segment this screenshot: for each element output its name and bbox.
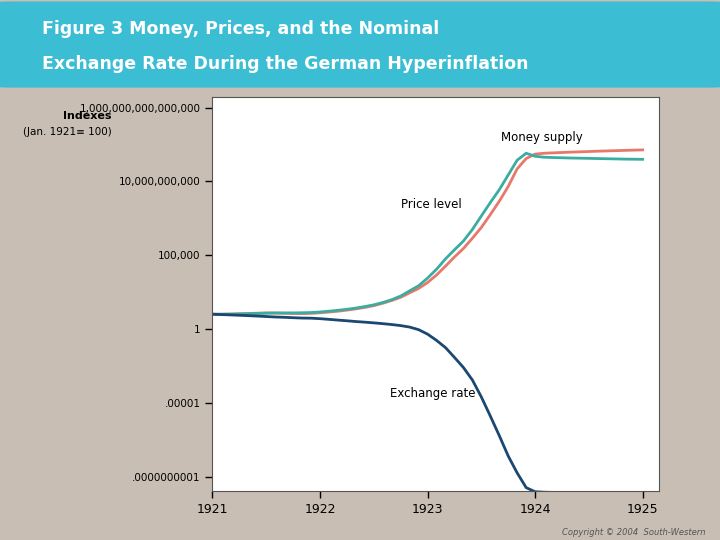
FancyBboxPatch shape [0, 2, 720, 87]
Text: Price level: Price level [400, 198, 462, 211]
Text: Money supply: Money supply [500, 132, 582, 145]
Text: Exchange rate: Exchange rate [390, 387, 475, 400]
Text: Exchange Rate During the German Hyperinflation: Exchange Rate During the German Hyperinf… [42, 55, 528, 73]
Text: Indexes: Indexes [63, 111, 112, 121]
Text: Copyright © 2004  South-Western: Copyright © 2004 South-Western [562, 528, 706, 537]
Text: (Jan. 1921≡ 100): (Jan. 1921≡ 100) [23, 127, 112, 137]
Text: Figure 3 Money, Prices, and the Nominal: Figure 3 Money, Prices, and the Nominal [42, 20, 439, 38]
